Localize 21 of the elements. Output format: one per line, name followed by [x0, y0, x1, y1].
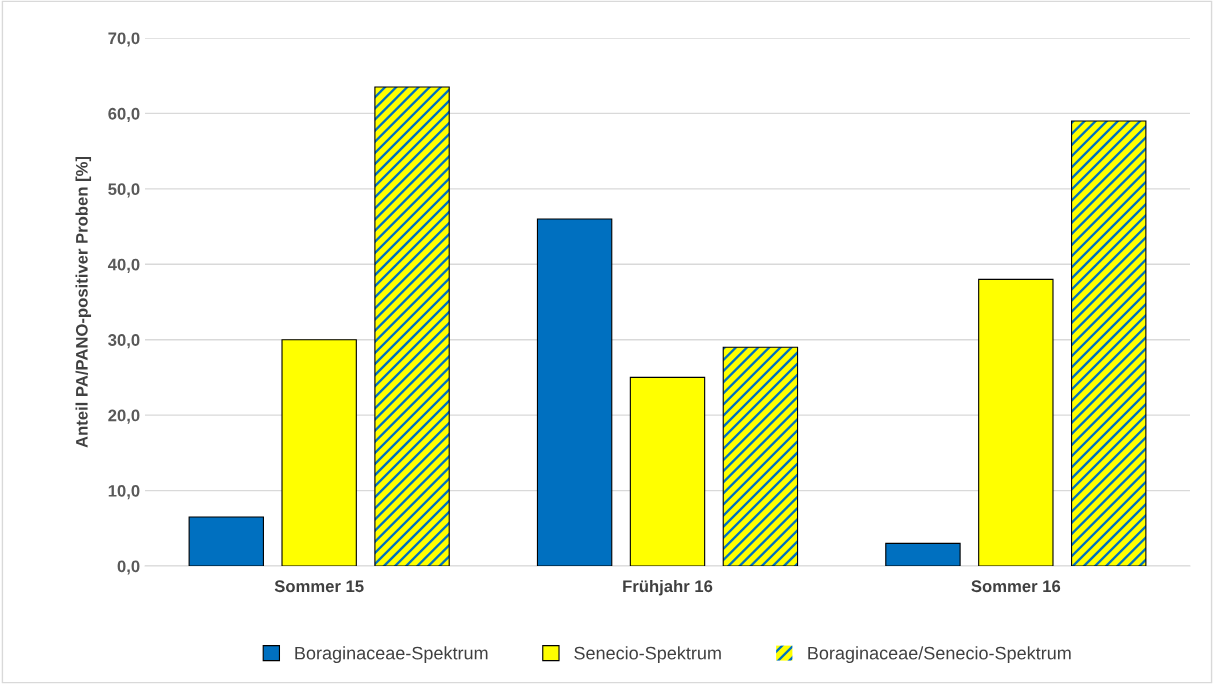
bar: [281, 339, 357, 566]
y-tick-label: 60,0: [108, 107, 140, 123]
y-tick-label: 50,0: [108, 183, 140, 198]
y-tick-label: 30,0: [108, 334, 140, 349]
bar: [978, 278, 1054, 566]
legend-label: Boraginaceae-Spektrum: [295, 646, 488, 664]
legend-label: Senecio-Spektrum: [574, 646, 721, 664]
y-tick-label: 70,0: [108, 32, 140, 47]
y-tick-label: 10,0: [108, 484, 140, 500]
bar: [188, 516, 264, 566]
bar: [629, 376, 706, 566]
x-tick-label: Sommer 16: [971, 580, 1061, 593]
legend-label: Boraginaceae/Senecio-Spektrum: [808, 646, 1071, 664]
y-tick-label: 40,0: [107, 258, 140, 273]
bar: [885, 542, 961, 566]
y-tick-label: 20,0: [108, 409, 140, 424]
x-tick-label: Frühjahr 16: [623, 579, 713, 596]
x-tick-label: Sommer 15: [274, 580, 364, 593]
bar: [536, 218, 613, 566]
y-tick-label: 0,0: [117, 560, 140, 575]
y-axis-title: Anteil PA/PANO-positiver Proben [%]: [75, 156, 92, 448]
